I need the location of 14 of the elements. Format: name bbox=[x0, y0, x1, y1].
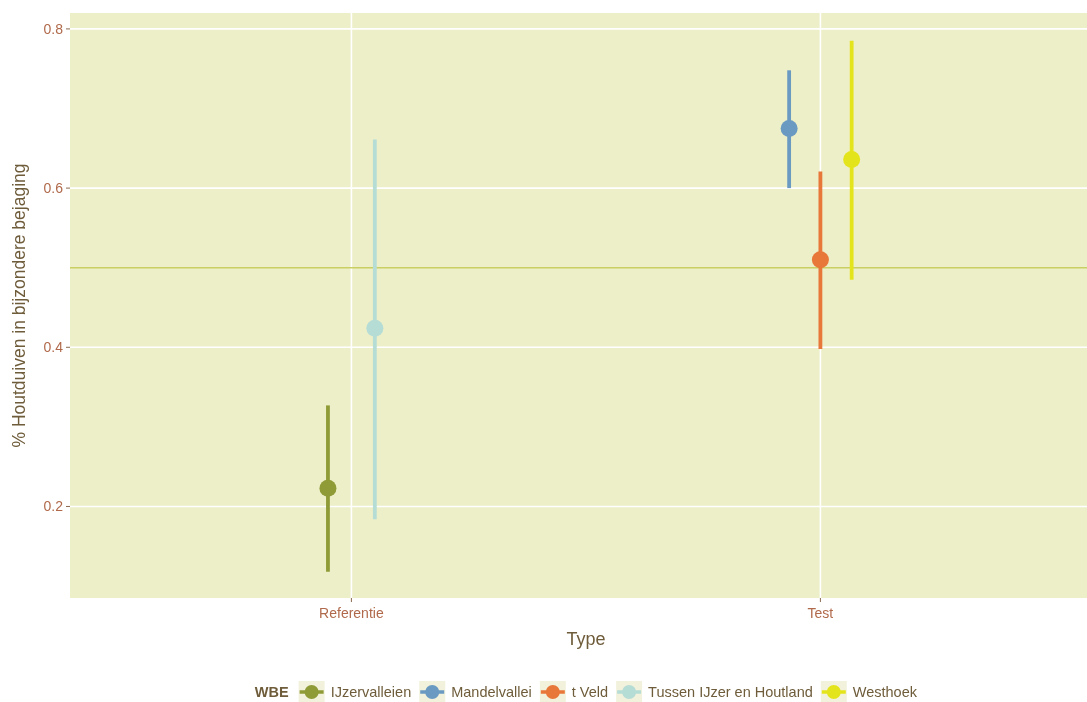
legend-label: Mandelvallei bbox=[451, 684, 532, 701]
x-tick-label: Referentie bbox=[319, 605, 384, 621]
y-axis-title: % Houtduiven in bijzondere bejaging bbox=[9, 163, 29, 448]
legend-label: Westhoek bbox=[852, 684, 918, 701]
y-tick-label: 0.2 bbox=[43, 498, 64, 515]
legend-title: WBE bbox=[254, 684, 289, 701]
y-tick-label: 0.6 bbox=[43, 180, 64, 196]
x-axis-title: Type bbox=[566, 629, 606, 649]
legend-label: t Veld bbox=[571, 684, 609, 701]
y-tick-label: 0.8 bbox=[43, 20, 64, 37]
legend-label: IJzervalleien bbox=[330, 684, 412, 701]
legend-label: Tussen IJzer en Houtland bbox=[648, 684, 813, 701]
y-tick-label: 0.4 bbox=[43, 339, 64, 356]
x-tick-label: Test bbox=[807, 605, 834, 621]
